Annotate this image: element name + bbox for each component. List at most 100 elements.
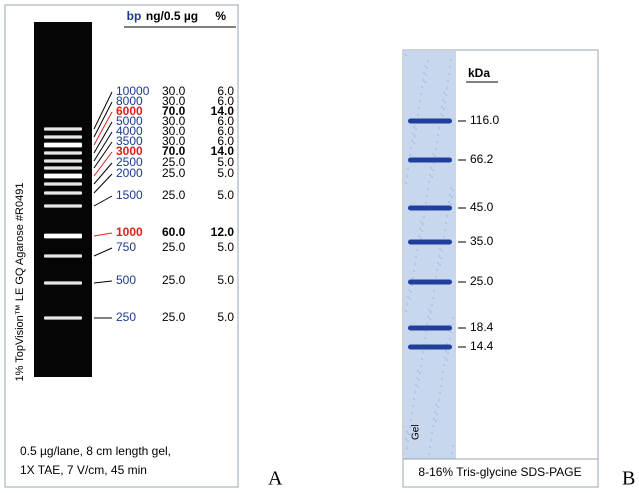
speck [415, 256, 417, 258]
speck [418, 107, 420, 109]
speck [449, 66, 451, 68]
speck [423, 72, 425, 74]
speck [430, 167, 432, 169]
speck [447, 80, 449, 82]
ng-value: 25.0 [162, 240, 186, 254]
protein-band [408, 206, 452, 211]
speck [439, 248, 441, 250]
speck [413, 398, 415, 400]
speck [419, 228, 421, 230]
figure: bp ng/0.5 µg % 1000030.06.0800030.06.060… [0, 0, 639, 493]
gel-label: Gel [411, 424, 422, 440]
marker-value: 14.4 [470, 339, 494, 353]
protein-band [408, 326, 452, 331]
speck [448, 201, 450, 203]
speck [436, 413, 438, 415]
speck [420, 93, 422, 95]
speck [405, 182, 407, 184]
speck [406, 431, 408, 433]
protein-band [408, 280, 452, 285]
speck [412, 133, 414, 135]
speck [432, 169, 434, 171]
bp-value: 750 [116, 240, 136, 254]
pct-value: 12.0 [211, 225, 235, 239]
speck [407, 168, 409, 170]
speck [405, 310, 407, 312]
speck [407, 296, 409, 298]
speck [429, 446, 431, 448]
speck [422, 223, 424, 225]
speck [447, 352, 449, 354]
speck [413, 270, 415, 272]
band [44, 143, 82, 148]
speck [412, 405, 414, 407]
speck [409, 154, 411, 156]
side-label: 1% TopVision™ LE GQ Agarose #R0491 [14, 183, 26, 382]
speck [406, 447, 408, 449]
marker-value: 45.0 [470, 200, 494, 214]
ng-value: 25.0 [162, 166, 186, 180]
bp-value: 250 [116, 310, 136, 324]
speck [409, 298, 411, 300]
speck [443, 364, 445, 366]
pct-value: 5.0 [217, 273, 234, 287]
speck [451, 452, 453, 454]
speck [432, 297, 434, 299]
speck [440, 385, 442, 387]
speck [426, 323, 428, 325]
speck [405, 54, 407, 56]
pct-value: 5.0 [217, 188, 234, 202]
speck [420, 365, 422, 367]
speck [415, 128, 417, 130]
protein-band [408, 345, 452, 350]
speck [439, 392, 441, 394]
speck [432, 153, 434, 155]
band [44, 204, 82, 207]
speck [417, 386, 419, 388]
agarose-lane [34, 22, 92, 377]
speck [407, 440, 409, 442]
speck [437, 406, 439, 408]
speck [428, 181, 430, 183]
speck [452, 189, 454, 191]
speck [433, 418, 435, 420]
band [44, 316, 82, 319]
speck [441, 378, 443, 380]
speck [438, 255, 440, 257]
speck [446, 87, 448, 89]
speck [444, 101, 446, 103]
speck [414, 391, 416, 393]
protein-band [408, 119, 452, 124]
speck [424, 337, 426, 339]
speck [408, 289, 410, 291]
speck [422, 79, 424, 81]
speck [413, 142, 415, 144]
speck [414, 263, 416, 265]
speck [421, 358, 423, 360]
speck [426, 195, 428, 197]
speck [406, 175, 408, 177]
protein-band [408, 158, 452, 163]
band [44, 191, 82, 194]
speck [439, 264, 441, 266]
speck [429, 174, 431, 176]
header-pct: % [215, 9, 226, 23]
speck [449, 194, 451, 196]
gel-caption: 8-16% Tris-glycine SDS-PAGE [418, 465, 581, 479]
sds-gel [404, 51, 456, 459]
marker-value: 116.0 [470, 113, 499, 127]
band [44, 174, 82, 179]
speck [445, 222, 447, 224]
speck [450, 203, 452, 205]
speck [449, 338, 451, 340]
speck [425, 202, 427, 204]
speck [427, 60, 429, 62]
speck [451, 196, 453, 198]
band [44, 135, 82, 138]
speck [429, 318, 431, 320]
speck [441, 106, 443, 108]
speck [415, 384, 417, 386]
speck [430, 311, 432, 313]
unit-label: kDa [468, 66, 490, 80]
speck [440, 113, 442, 115]
